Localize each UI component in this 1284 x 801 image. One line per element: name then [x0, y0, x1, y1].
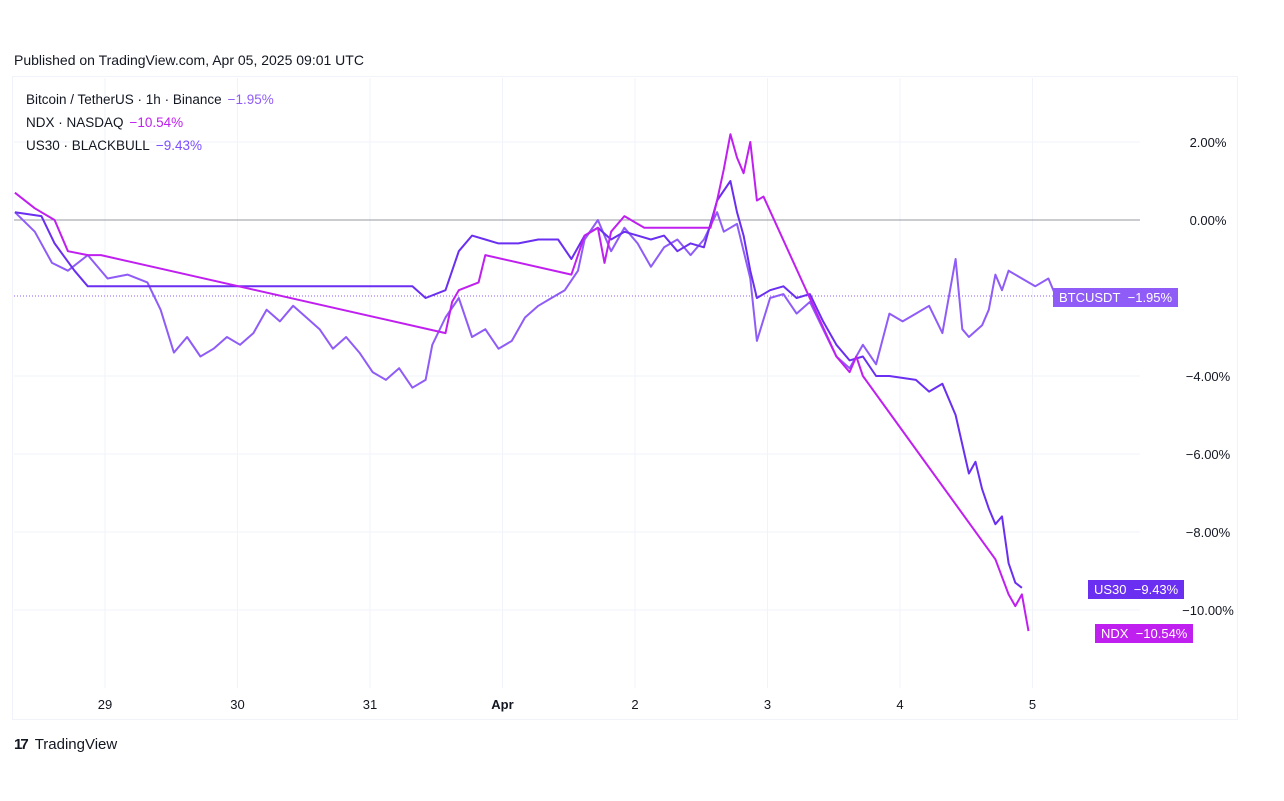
- x-axis: 29 30 31 Apr 2 3 4 5: [98, 697, 1036, 712]
- x-tick-label: 2: [631, 697, 638, 712]
- series-line-us30: [14, 180, 1023, 589]
- btc-price-tag: BTCUSDT −1.95%: [1053, 288, 1179, 307]
- tag-value: −1.95%: [1127, 290, 1173, 305]
- x-tick-label: Apr: [491, 697, 513, 712]
- x-tick-label: 29: [98, 697, 112, 712]
- ndx-price-tag: NDX −10.54%: [1095, 624, 1194, 643]
- y-tick-label: 0.00%: [1190, 213, 1227, 228]
- x-tick-label: 4: [896, 697, 903, 712]
- y-tick-label: −8.00%: [1186, 525, 1231, 540]
- x-tick-label: 5: [1029, 697, 1036, 712]
- published-caption: Published on TradingView.com, Apr 05, 20…: [14, 52, 364, 68]
- legend-label: NDX · NASDAQ: [26, 115, 124, 130]
- legend-change: −9.43%: [155, 138, 202, 153]
- legend-label: Bitcoin / TetherUS · 1h · Binance: [26, 92, 222, 107]
- chart-frame: [12, 76, 1238, 720]
- legend-label: US30 · BLACKBULL: [26, 138, 150, 153]
- tag-name: US30: [1094, 582, 1127, 597]
- tradingview-logo-icon: 17: [14, 736, 29, 753]
- y-tick-label: −6.00%: [1186, 447, 1231, 462]
- legend-item-us30[interactable]: US30 · BLACKBULL −9.43%: [26, 134, 274, 157]
- x-tick-label: 3: [764, 697, 771, 712]
- legend-change: −10.54%: [129, 115, 184, 130]
- legend-item-ndx[interactable]: NDX · NASDAQ −10.54%: [26, 111, 274, 134]
- legend-item-btc[interactable]: Bitcoin / TetherUS · 1h · Binance −1.95%: [26, 88, 274, 111]
- tag-name: BTCUSDT: [1059, 290, 1121, 305]
- y-tick-label: 2.00%: [1190, 135, 1227, 150]
- series-layer: [14, 133, 1056, 632]
- series-line-ndx: [14, 133, 1030, 632]
- y-tick-label: −10.00%: [1182, 603, 1234, 618]
- us30-price-tag: US30 −9.43%: [1088, 580, 1185, 599]
- brand-name: TradingView: [34, 736, 118, 753]
- tag-value: −10.54%: [1135, 626, 1188, 641]
- y-axis: 2.00% 0.00% −4.00% −6.00% −8.00% −10.00%: [1182, 135, 1234, 618]
- tag-value: −9.43%: [1133, 582, 1179, 597]
- chart-grid: [14, 78, 1140, 688]
- tag-name: NDX: [1101, 626, 1129, 641]
- x-tick-label: 31: [363, 697, 377, 712]
- x-tick-label: 30: [230, 697, 244, 712]
- legend-change: −1.95%: [227, 92, 274, 107]
- chart-legend: Bitcoin / TetherUS · 1h · Binance −1.95% …: [26, 88, 274, 157]
- y-tick-label: −4.00%: [1186, 369, 1231, 384]
- footer-brand[interactable]: 17 TradingView: [14, 736, 117, 753]
- series-line-btcusdt: [14, 211, 1056, 389]
